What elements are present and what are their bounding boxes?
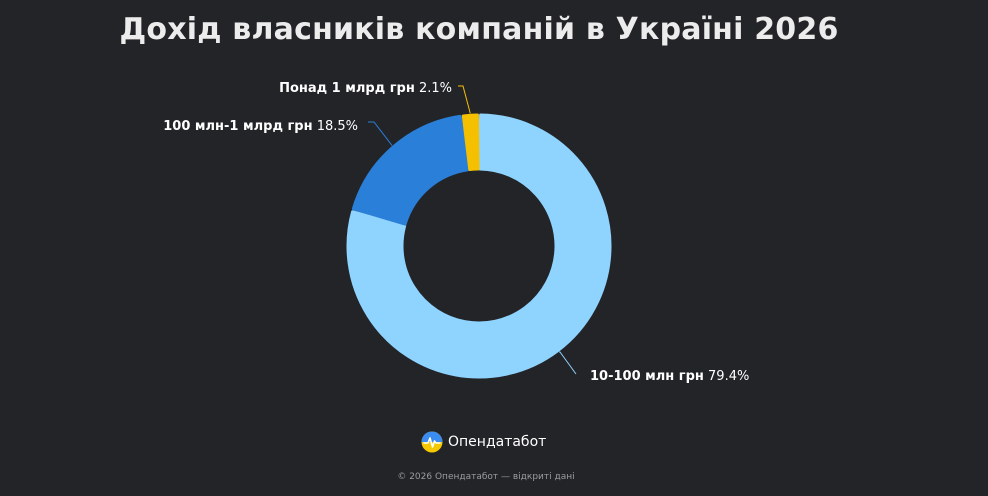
slice-3 — [461, 113, 480, 172]
connector-3 — [458, 85, 471, 114]
slice-label-value: 2.1% — [415, 81, 452, 96]
slice-label-2: 100 млн-1 млрд грн 18.5% — [163, 119, 358, 134]
opendatabot-logo-icon — [421, 431, 443, 453]
footer-text: © 2026 Опендатабот — відкриті дані — [397, 472, 575, 482]
brand-logo: Опендатабот — [421, 430, 546, 454]
labels-layer: 10-100 млн грн 79.4% 100 млн-1 млрд грн 1… — [163, 81, 749, 384]
connector-1 — [559, 351, 577, 375]
slice-label-name: 100 млн-1 млрд грн — [163, 119, 312, 134]
slice-label-name: Понад 1 млрд грн — [279, 81, 415, 96]
slices-layer — [346, 113, 612, 379]
slice-label-3: Понад 1 млрд грн 2.1% — [279, 81, 452, 96]
connector-2 — [368, 121, 393, 146]
chart-title: Дохід власників компаній в Україні 2026 — [119, 12, 839, 47]
slice-label-1: 10-100 млн грн 79.4% — [590, 369, 749, 384]
slice-label-value: 18.5% — [313, 119, 358, 134]
slice-label-value: 79.4% — [704, 369, 749, 384]
slice-1 — [346, 113, 612, 379]
connectors-layer — [368, 85, 577, 375]
slice-2 — [351, 114, 470, 226]
brand-name: Опендатабот — [448, 434, 547, 450]
slice-label-name: 10-100 млн грн — [590, 369, 704, 384]
